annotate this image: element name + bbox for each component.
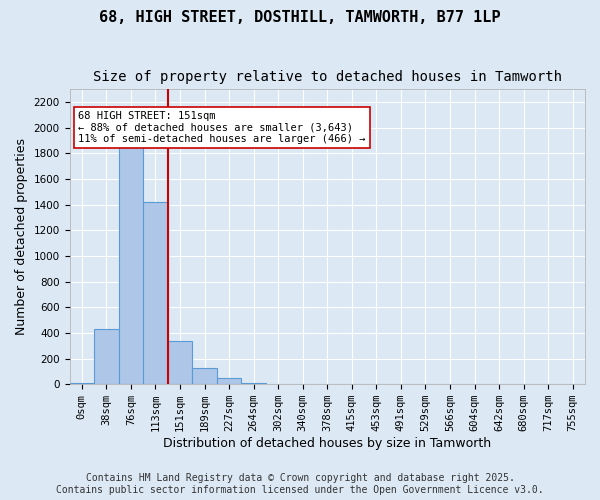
Text: 68, HIGH STREET, DOSTHILL, TAMWORTH, B77 1LP: 68, HIGH STREET, DOSTHILL, TAMWORTH, B77…: [99, 10, 501, 25]
Bar: [70, 383, 94, 384]
Bar: [143, 202, 168, 384]
Text: Contains HM Land Registry data © Crown copyright and database right 2025.
Contai: Contains HM Land Registry data © Crown c…: [56, 474, 544, 495]
Bar: [192, 368, 217, 384]
Y-axis label: Number of detached properties: Number of detached properties: [15, 138, 28, 336]
Bar: [241, 383, 266, 384]
Text: 68 HIGH STREET: 151sqm
← 88% of detached houses are smaller (3,643)
11% of semi-: 68 HIGH STREET: 151sqm ← 88% of detached…: [78, 111, 365, 144]
X-axis label: Distribution of detached houses by size in Tamworth: Distribution of detached houses by size …: [163, 437, 491, 450]
Bar: [119, 122, 143, 384]
Title: Size of property relative to detached houses in Tamworth: Size of property relative to detached ho…: [93, 70, 562, 84]
Bar: [94, 329, 119, 384]
Bar: [168, 340, 192, 384]
Bar: [217, 378, 241, 384]
